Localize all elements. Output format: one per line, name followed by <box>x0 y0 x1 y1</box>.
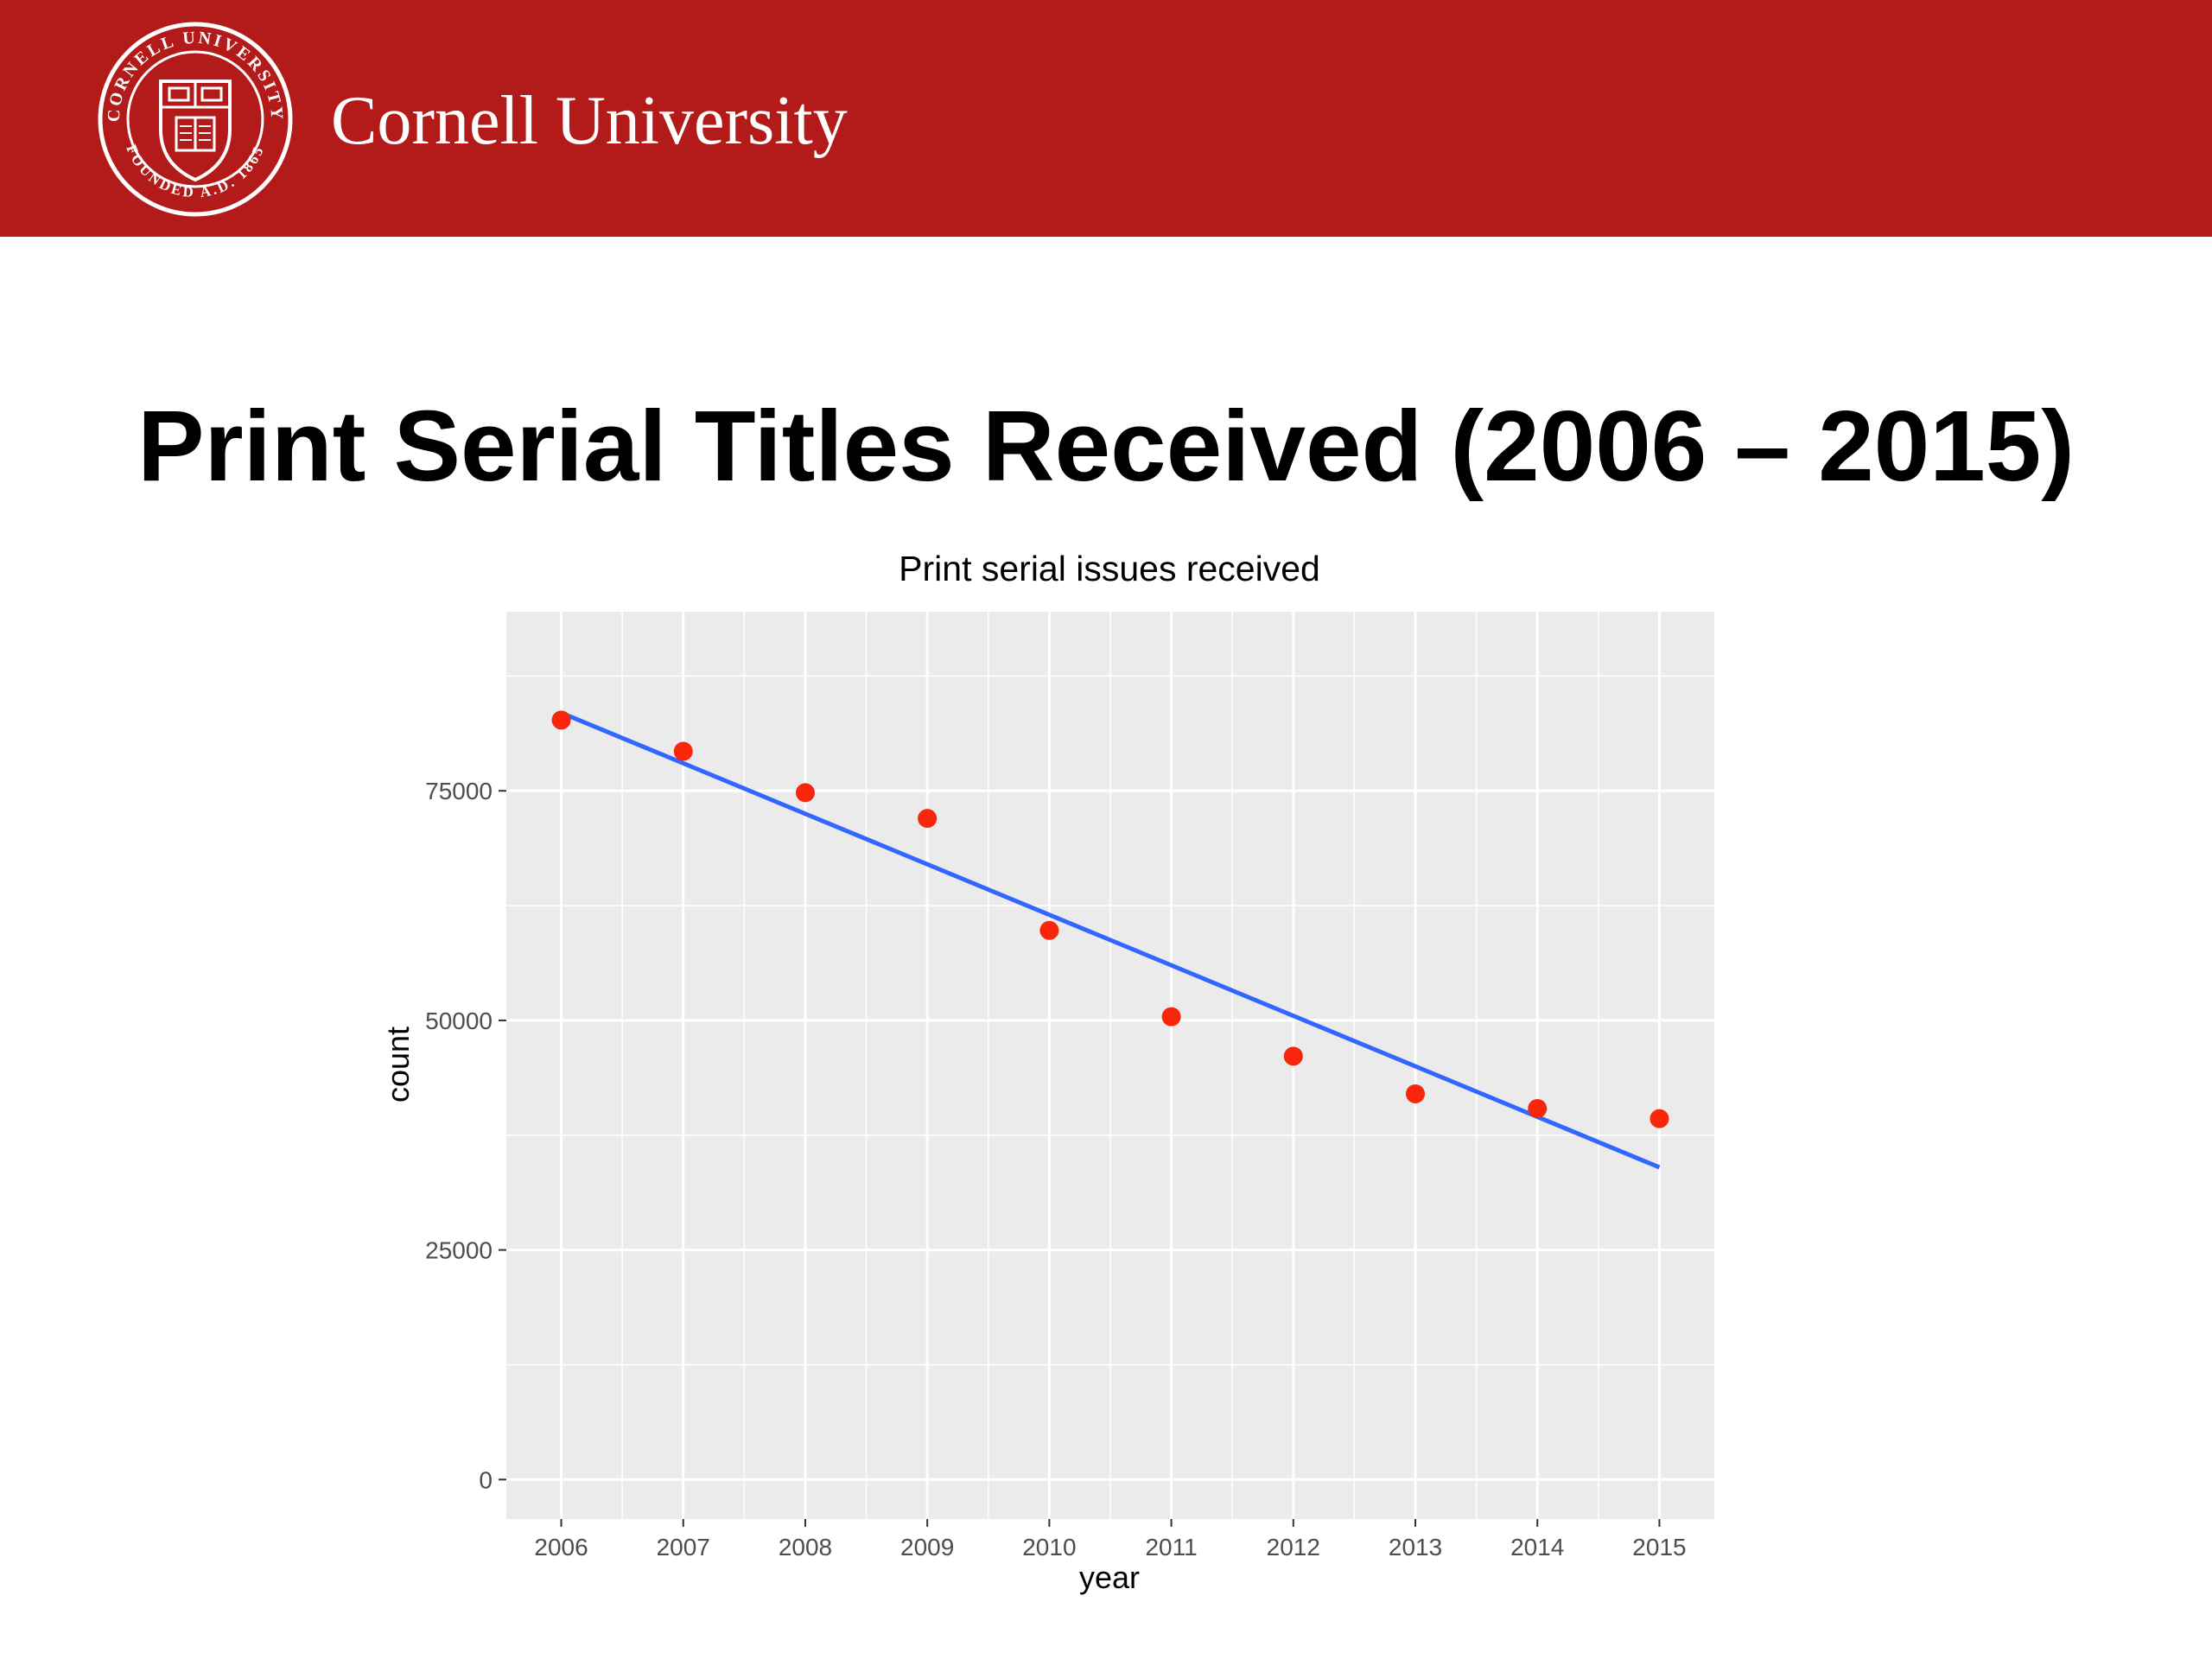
x-tick-label: 2006 <box>534 1534 588 1560</box>
x-tick-label: 2013 <box>1389 1534 1442 1560</box>
brand-name: Cornell University <box>331 83 848 159</box>
x-tick-label: 2007 <box>657 1534 710 1560</box>
y-tick-label: 50000 <box>425 1007 493 1034</box>
x-tick-label: 2014 <box>1510 1534 1564 1560</box>
y-tick-label: 25000 <box>425 1237 493 1264</box>
x-tick-label: 2015 <box>1632 1534 1686 1560</box>
data-point <box>1039 920 1059 940</box>
data-points <box>551 710 1669 1128</box>
y-tick-label: 75000 <box>425 778 493 804</box>
x-tick-label: 2010 <box>1022 1534 1076 1560</box>
x-tick-label: 2009 <box>900 1534 954 1560</box>
header-banner: CORNELL UNIVERSITY FOUNDED A.D. 1865 Cor… <box>0 0 2212 237</box>
trend-line <box>560 710 1661 1170</box>
y-axis: 0 25000 50000 75000 <box>425 778 506 1493</box>
data-point <box>551 710 571 730</box>
x-axis: 2006 2007 2008 2009 2010 2011 2012 2013 2014 2015 <box>534 1519 1687 1560</box>
data-point <box>1649 1109 1669 1128</box>
data-point <box>795 783 815 803</box>
data-point <box>1528 1098 1548 1118</box>
x-tick-label: 2012 <box>1267 1534 1320 1560</box>
data-point <box>918 809 938 829</box>
data-point <box>673 741 693 761</box>
grid-minor <box>506 612 1714 1519</box>
scatter-chart: Print serial issues received 0 25000 50000… <box>380 549 1714 1595</box>
trend-line-layer <box>560 710 1661 1170</box>
data-point <box>1406 1084 1426 1103</box>
slide-title: Print Serial Titles Received (2006 – 201… <box>137 390 2075 502</box>
y-tick-label: 0 <box>479 1466 493 1493</box>
data-point <box>1283 1046 1303 1066</box>
x-tick-label: 2011 <box>1145 1534 1197 1560</box>
x-tick-label: 2008 <box>779 1534 832 1560</box>
y-axis-label: count <box>380 1027 416 1103</box>
x-axis-label: year <box>1079 1560 1140 1595</box>
data-point <box>1161 1007 1181 1027</box>
cornell-seal-logo: CORNELL UNIVERSITY FOUNDED A.D. 1865 <box>98 22 293 217</box>
chart-title: Print serial issues received <box>899 549 1320 588</box>
